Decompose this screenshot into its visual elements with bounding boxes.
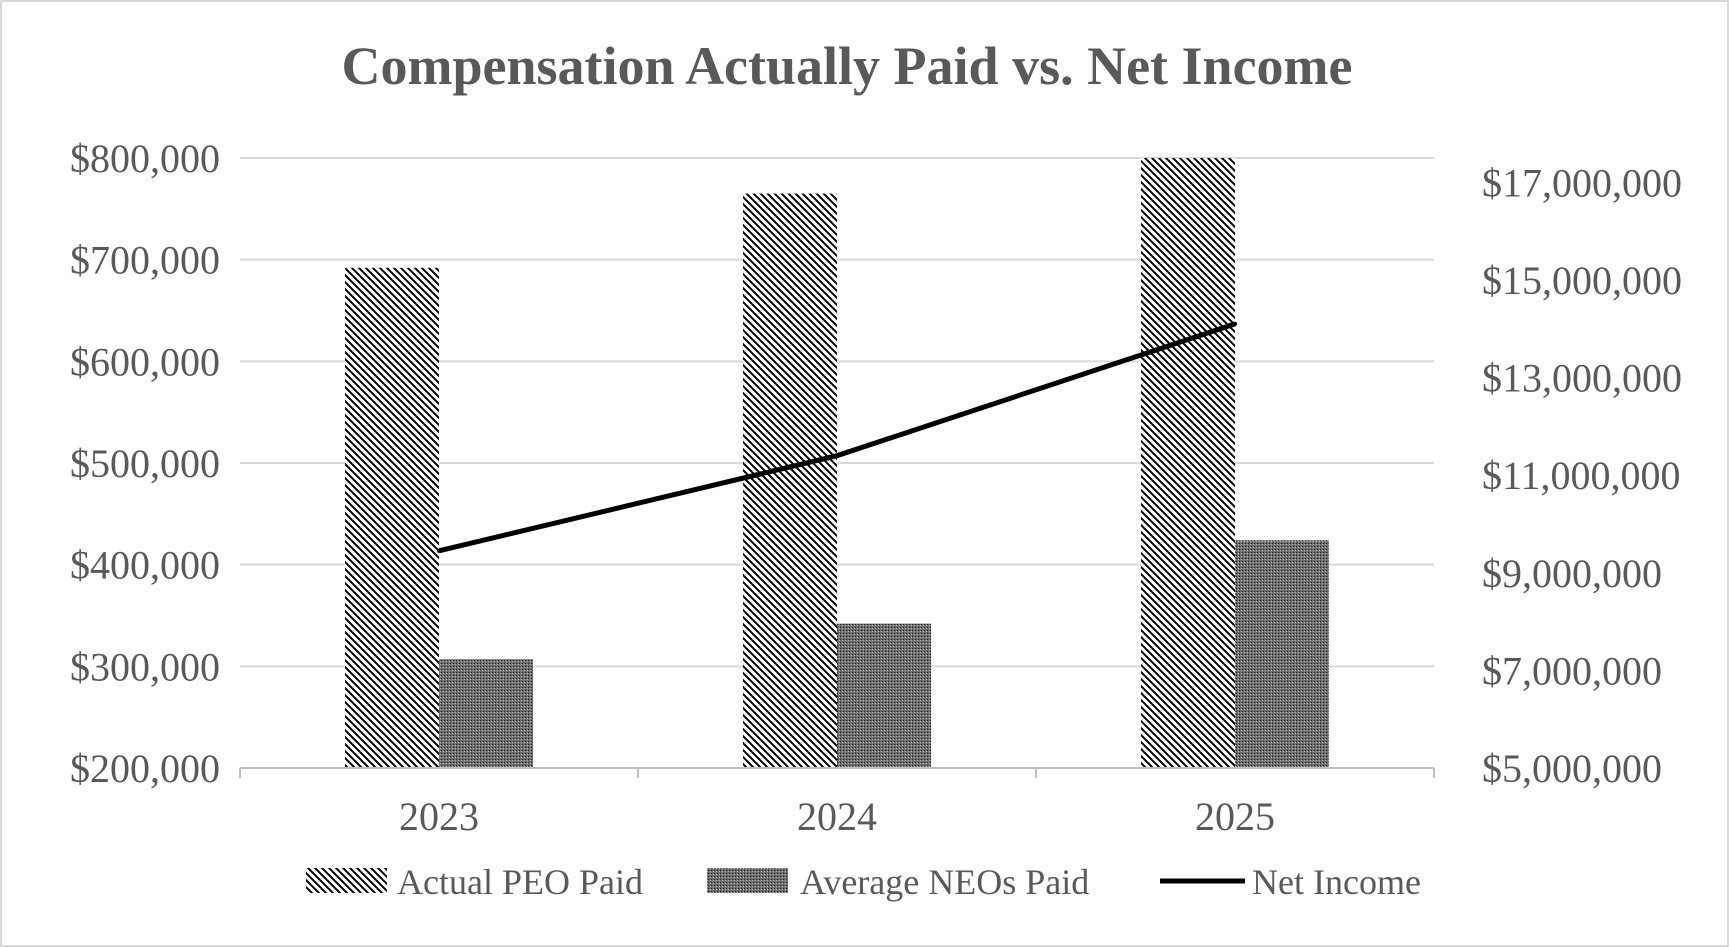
y-right-tick-label: $7,000,000: [1482, 648, 1662, 693]
net-income-point-2025: [1233, 321, 1237, 326]
legend-swatch-actual-peo-paid: [306, 868, 387, 893]
y-left-tick-label: $300,000: [70, 644, 220, 689]
x-tick-label: 2025: [1195, 794, 1275, 839]
y-left-tick-label: $600,000: [70, 339, 220, 384]
bar-actual-peo-paid-2024: [743, 193, 837, 769]
y-right-tick-label: $17,000,000: [1482, 160, 1682, 205]
x-tick-label: 2023: [399, 794, 479, 839]
legend-label-actual-peo-paid: Actual PEO Paid: [397, 862, 643, 902]
y-left-tick-label: $800,000: [70, 136, 220, 181]
y-right-tick-label: $11,000,000: [1482, 453, 1681, 498]
y-right-tick-label: $15,000,000: [1482, 258, 1682, 303]
net-income-point-2023: [437, 548, 441, 553]
y-left-tick-label: $200,000: [70, 746, 220, 791]
x-tick-label: 2024: [797, 794, 877, 839]
chart-title: Compensation Actually Paid vs. Net Incom…: [342, 36, 1353, 96]
bar-actual-peo-paid-2023: [345, 267, 439, 768]
bar-average-neos-paid-2023: [439, 659, 533, 768]
y-left-tick-label: $700,000: [70, 238, 220, 283]
y-left-tick-label: $500,000: [70, 441, 220, 486]
y-right-tick-label: $13,000,000: [1482, 356, 1682, 401]
legend: Actual PEO Paid Average NEOs Paid Net In…: [306, 862, 1421, 902]
y-right-tick-label: $9,000,000: [1482, 551, 1662, 596]
bar-average-neos-paid-2024: [837, 623, 931, 768]
legend-label-net-income: Net Income: [1252, 862, 1421, 902]
net-income-line-layer: [437, 321, 1237, 554]
net-income-point-2024: [835, 453, 839, 458]
axes: $800,000 $700,000 $600,000 $500,000 $400,000…: [70, 136, 1682, 839]
y-right-tick-label: $5,000,000: [1482, 746, 1662, 791]
bar-actual-peo-paid-2025: [1141, 158, 1235, 768]
bar-average-neos-paid-2025: [1235, 540, 1329, 768]
legend-label-average-neos-paid: Average NEOs Paid: [800, 862, 1089, 902]
bars: [345, 158, 1329, 769]
legend-swatch-average-neos-paid: [707, 868, 788, 893]
y-left-tick-label: $400,000: [70, 543, 220, 588]
